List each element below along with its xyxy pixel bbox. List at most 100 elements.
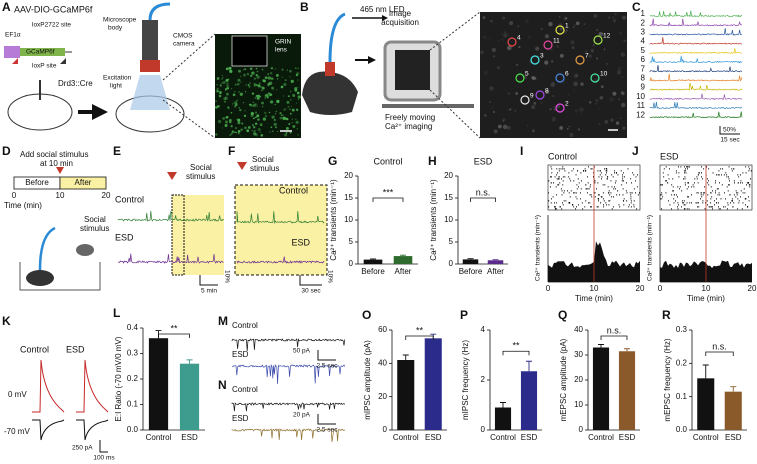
raster-tick xyxy=(610,180,612,182)
tissue-dot xyxy=(593,13,598,18)
cell-dot xyxy=(225,67,229,71)
raster-tick xyxy=(738,176,740,178)
raster-tick xyxy=(617,190,618,192)
raster-tick xyxy=(745,172,747,174)
raster-tick xyxy=(748,200,750,202)
raster-tick xyxy=(590,194,592,196)
raster-tick xyxy=(575,208,576,210)
tick-label: 10 xyxy=(590,284,599,293)
cell-dot xyxy=(254,103,257,106)
raster-tick xyxy=(554,202,555,204)
raster-tick xyxy=(662,196,664,198)
panel-b-graphics xyxy=(302,11,627,139)
label: Drd3::Cre xyxy=(58,79,93,88)
raster-tick xyxy=(726,174,728,176)
cell-dot xyxy=(245,84,248,86)
cell-dot xyxy=(268,92,270,95)
raster-tick xyxy=(590,184,592,186)
cell-dot xyxy=(253,129,256,133)
raster-tick xyxy=(715,190,716,192)
tissue-dot xyxy=(600,85,604,89)
raster-tick xyxy=(630,196,632,198)
cell-dot xyxy=(221,82,223,84)
raster-tick xyxy=(554,176,556,178)
cell-dot xyxy=(285,108,287,110)
y-tick-label: 10 xyxy=(574,400,583,409)
cell-dot xyxy=(256,114,260,118)
raster-tick xyxy=(678,188,680,190)
raster-tick xyxy=(594,196,596,198)
raster-tick xyxy=(562,184,564,186)
trace xyxy=(32,359,65,413)
tissue-dot xyxy=(493,21,497,25)
trace xyxy=(649,111,743,119)
tissue-dot xyxy=(493,55,496,58)
cell-dot xyxy=(296,102,298,104)
raster-tick xyxy=(615,172,617,174)
cell-dot xyxy=(289,69,292,73)
raster-tick xyxy=(712,206,713,208)
error-bar xyxy=(186,359,193,364)
x-tick-label: After xyxy=(487,267,504,276)
raster-tick xyxy=(750,178,751,180)
tissue-dot xyxy=(620,117,622,119)
panel-label: I xyxy=(520,144,523,158)
significance: n.s. xyxy=(607,325,622,335)
raster-tick xyxy=(585,200,587,202)
raster-tick xyxy=(737,198,739,200)
raster-tick xyxy=(623,176,625,178)
label: 465 nm LED xyxy=(360,5,405,14)
raster-tick xyxy=(608,190,610,192)
y-axis-label: mEPSC frequency (Hz) xyxy=(663,338,672,421)
cell-dot xyxy=(227,106,230,109)
raster-tick xyxy=(717,188,719,190)
label: Control xyxy=(232,385,258,394)
tissue-dot xyxy=(540,101,543,105)
trace-number: 4 xyxy=(641,37,646,46)
raster-tick xyxy=(728,166,730,168)
raster-tick xyxy=(662,172,664,174)
tissue-dot xyxy=(618,98,621,101)
raster-tick xyxy=(742,202,744,204)
tissue-dot xyxy=(531,76,535,80)
cell-dot xyxy=(230,111,233,114)
raster-tick xyxy=(748,170,750,172)
tissue-dot xyxy=(533,102,537,105)
raster-tick xyxy=(630,194,632,196)
raster-tick xyxy=(615,182,616,184)
y-tick-label: 0 xyxy=(449,259,454,268)
raster-tick xyxy=(706,166,707,168)
raster-tick xyxy=(689,166,691,168)
raster-tick xyxy=(687,168,688,170)
tissue-dot xyxy=(587,33,591,37)
cell-dot xyxy=(239,108,242,112)
raster-tick xyxy=(703,192,704,194)
cell-dot xyxy=(244,68,247,71)
cell-dot xyxy=(248,85,251,88)
raster-tick xyxy=(626,182,627,184)
raster-tick xyxy=(596,188,597,190)
tick-label: 20 xyxy=(636,284,645,293)
raster-tick xyxy=(691,186,693,188)
raster-tick xyxy=(710,192,712,194)
raster-tick xyxy=(717,174,719,176)
raster-tick xyxy=(710,202,712,204)
cell-dot xyxy=(268,111,271,114)
y-tick-label: 0.0 xyxy=(676,425,688,434)
y-tick-label: 15 xyxy=(344,193,353,202)
raster-tick xyxy=(554,208,556,210)
raster-tick xyxy=(684,178,686,180)
cell-dot xyxy=(252,104,254,106)
significance-bracket xyxy=(372,197,404,202)
raster-tick xyxy=(684,204,686,206)
tissue-dot xyxy=(574,108,579,113)
panel-label: O xyxy=(362,308,371,322)
raster-tick xyxy=(707,178,709,180)
tissue-dot xyxy=(518,46,521,49)
raster-tick xyxy=(746,182,748,184)
scale-label: 5 min xyxy=(201,288,217,295)
tissue-dot xyxy=(616,70,622,75)
cell-dot xyxy=(272,130,274,132)
raster-tick xyxy=(605,168,607,170)
scale-label: 30 sec xyxy=(301,288,321,295)
